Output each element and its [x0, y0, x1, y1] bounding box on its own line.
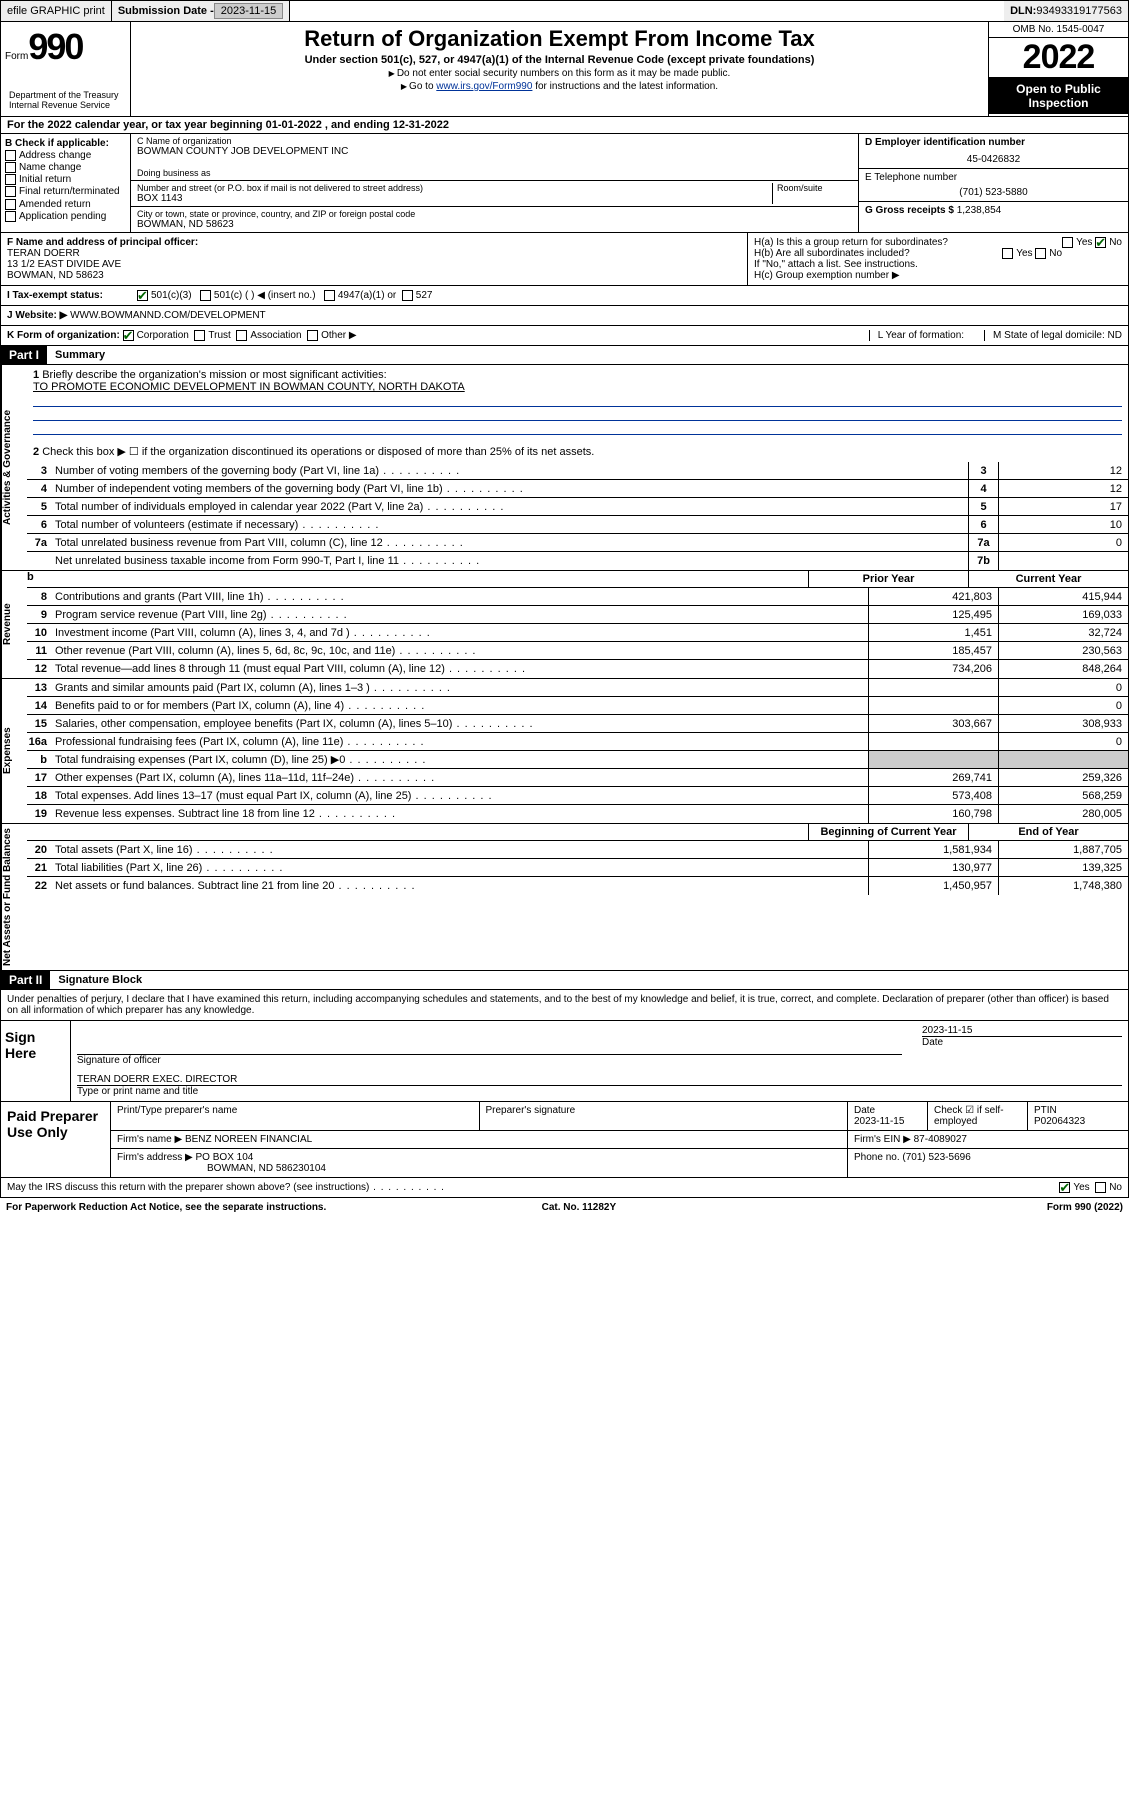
form-number: 990: [28, 26, 82, 67]
line-12: 12Total revenue—add lines 8 through 11 (…: [27, 660, 1128, 678]
line-14: 14Benefits paid to or for members (Part …: [27, 697, 1128, 715]
line-20: 20Total assets (Part X, line 16)1,581,93…: [27, 841, 1128, 859]
line-4: 4Number of independent voting members of…: [27, 480, 1128, 498]
line-17: 17Other expenses (Part IX, column (A), l…: [27, 769, 1128, 787]
omb-number: OMB No. 1545-0047: [989, 22, 1128, 38]
tax-year: 2022: [989, 38, 1128, 78]
discuss-row: May the IRS discuss this return with the…: [0, 1178, 1129, 1198]
ptin: P02064323: [1034, 1116, 1085, 1127]
firm-name: BENZ NOREEN FINANCIAL: [185, 1134, 312, 1145]
org-city: BOWMAN, ND 58623: [137, 219, 852, 230]
domicile: M State of legal domicile: ND: [984, 330, 1122, 341]
org-addr: BOX 1143: [137, 193, 772, 204]
section-bcd: B Check if applicable: Address change Na…: [0, 134, 1129, 233]
submission-date: Submission Date - 2023-11-15: [112, 1, 290, 21]
dln: DLN: 93493319177563: [1004, 1, 1128, 21]
line-18: 18Total expenses. Add lines 13–17 (must …: [27, 787, 1128, 805]
line-19: 19Revenue less expenses. Subtract line 1…: [27, 805, 1128, 823]
gross-receipts: 1,238,854: [957, 205, 1002, 216]
phone: (701) 523-5880: [865, 187, 1122, 198]
line-9: 9Program service revenue (Part VIII, lin…: [27, 606, 1128, 624]
line-13: 13Grants and similar amounts paid (Part …: [27, 679, 1128, 697]
mission-text: TO PROMOTE ECONOMIC DEVELOPMENT IN BOWMA…: [33, 381, 465, 393]
form-header: Form990 Department of the Treasury Inter…: [0, 22, 1129, 117]
org-name: BOWMAN COUNTY JOB DEVELOPMENT INC: [137, 146, 852, 157]
part-ii-bar: Part II Signature Block: [0, 971, 1129, 990]
line-21: 21Total liabilities (Part X, line 26)130…: [27, 859, 1128, 877]
row-fh: F Name and address of principal officer:…: [0, 233, 1129, 286]
col-b-checkboxes: B Check if applicable: Address change Na…: [1, 134, 131, 232]
open-inspection: Open to Public Inspection: [989, 78, 1128, 114]
footer: For Paperwork Reduction Act Notice, see …: [0, 1198, 1129, 1217]
form-subtitle: Under section 501(c), 527, or 4947(a)(1)…: [139, 54, 980, 66]
line-b: bTotal fundraising expenses (Part IX, co…: [27, 751, 1128, 769]
col-d: D Employer identification number45-04268…: [858, 134, 1128, 232]
website: WWW.BOWMANND.COM/DEVELOPMENT: [70, 310, 266, 321]
line-3: 3Number of voting members of the governi…: [27, 462, 1128, 480]
top-bar: efile GRAPHIC print Submission Date - 20…: [0, 0, 1129, 22]
form-title: Return of Organization Exempt From Incom…: [139, 26, 980, 52]
row-a-period: For the 2022 calendar year, or tax year …: [0, 117, 1129, 134]
netassets-block: Net Assets or Fund Balances Beginning of…: [0, 824, 1129, 971]
form-word: Form: [5, 51, 28, 62]
row-i-status: I Tax-exempt status: 501(c)(3) 501(c) ( …: [0, 286, 1129, 306]
penalties-text: Under penalties of perjury, I declare th…: [0, 990, 1129, 1021]
row-k: K Form of organization: Corporation Trus…: [0, 326, 1129, 346]
efile-label: efile GRAPHIC print: [1, 1, 112, 21]
line-22: 22Net assets or fund balances. Subtract …: [27, 877, 1128, 895]
line-15: 15Salaries, other compensation, employee…: [27, 715, 1128, 733]
dept-treasury: Department of the Treasury Internal Reve…: [5, 88, 126, 112]
revenue-block: Revenue bPrior YearCurrent Year 8Contrib…: [0, 571, 1129, 679]
governance-block: Activities & Governance 1 Briefly descri…: [0, 365, 1129, 571]
line-6: 6Total number of volunteers (estimate if…: [27, 516, 1128, 534]
line-11: 11Other revenue (Part VIII, column (A), …: [27, 642, 1128, 660]
irs-link[interactable]: www.irs.gov/Form990: [436, 81, 532, 92]
blank-b: b: [27, 571, 808, 587]
ein: 45-0426832: [865, 154, 1122, 165]
sign-block: Sign Here Signature of officer2023-11-15…: [0, 1021, 1129, 1102]
col-c: C Name of organizationBOWMAN COUNTY JOB …: [131, 134, 858, 232]
line-8: 8Contributions and grants (Part VIII, li…: [27, 588, 1128, 606]
signer-name: TERAN DOERR EXEC. DIRECTOR: [77, 1074, 1122, 1085]
line-7a: 7aTotal unrelated business revenue from …: [27, 534, 1128, 552]
preparer-block: Paid Preparer Use Only Print/Type prepar…: [0, 1102, 1129, 1178]
line-7b: Net unrelated business taxable income fr…: [27, 552, 1128, 570]
form-note2: Go to www.irs.gov/Form990 for instructio…: [139, 81, 980, 92]
form-note1: Do not enter social security numbers on …: [139, 68, 980, 79]
row-j-website: J Website: ▶ WWW.BOWMANND.COM/DEVELOPMEN…: [0, 306, 1129, 326]
line-10: 10Investment income (Part VIII, column (…: [27, 624, 1128, 642]
officer-name: TERAN DOERR: [7, 248, 741, 259]
part-i-bar: Part I Summary: [0, 346, 1129, 365]
line-16a: 16aProfessional fundraising fees (Part I…: [27, 733, 1128, 751]
submission-date-btn[interactable]: 2023-11-15: [214, 3, 283, 19]
line-5: 5Total number of individuals employed in…: [27, 498, 1128, 516]
expenses-block: Expenses 13Grants and similar amounts pa…: [0, 679, 1129, 824]
